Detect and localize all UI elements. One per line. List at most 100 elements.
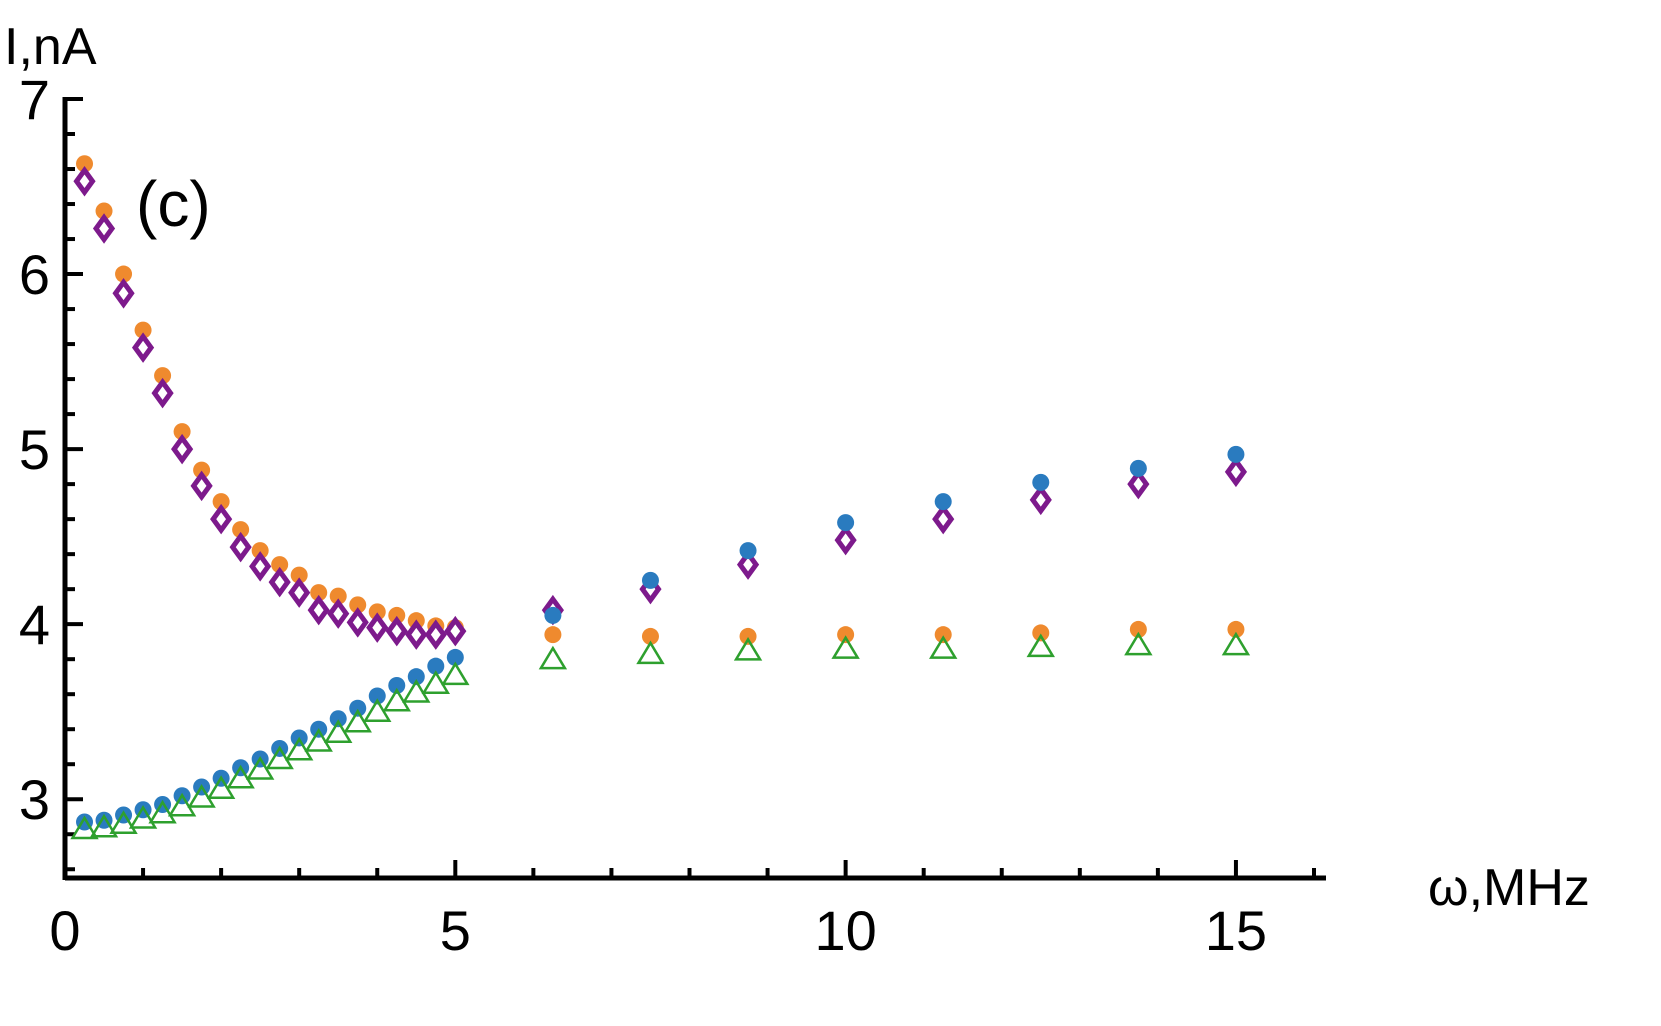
- data-point: [444, 615, 467, 647]
- data-point: [407, 668, 425, 686]
- data-point: [76, 155, 94, 173]
- data-point: [385, 615, 408, 647]
- data-point: [1227, 620, 1245, 638]
- data-point: [304, 728, 333, 752]
- data-point: [288, 577, 311, 608]
- data-point: [837, 514, 855, 532]
- series-1: [73, 166, 1248, 650]
- data-point: [934, 493, 952, 511]
- data-point: [171, 433, 194, 465]
- data-point: [193, 461, 211, 479]
- data-point: [148, 799, 177, 824]
- data-point: [739, 627, 757, 645]
- data-point: [424, 619, 447, 650]
- data-point: [421, 670, 451, 694]
- data-point: [368, 603, 386, 621]
- y-tick-label: 7: [19, 68, 50, 131]
- data-point: [89, 813, 119, 838]
- data-point: [636, 640, 665, 665]
- data-point: [134, 321, 152, 339]
- x-axis-label: ω,MHz: [1428, 859, 1590, 917]
- data-point: [934, 626, 952, 644]
- data-point: [1032, 624, 1050, 642]
- x-tick-label: 5: [440, 899, 471, 962]
- data-point: [190, 470, 213, 502]
- data-point: [388, 676, 406, 694]
- data-point: [641, 571, 659, 589]
- data-point: [1227, 445, 1245, 463]
- y-tick-label: 5: [19, 418, 50, 481]
- data-point: [187, 784, 216, 808]
- data-point: [73, 166, 96, 197]
- data-point: [1221, 631, 1251, 656]
- data-point: [1124, 631, 1153, 656]
- data-point: [388, 606, 406, 624]
- data-point: [834, 524, 857, 556]
- data-point: [232, 521, 250, 539]
- data-point: [1129, 620, 1147, 638]
- data-point: [109, 810, 138, 834]
- data-point: [265, 745, 294, 770]
- data-point: [131, 332, 155, 363]
- data-point: [151, 377, 174, 409]
- data-point: [1026, 633, 1055, 658]
- series-3: [70, 631, 1251, 840]
- y-axis-label: I,nA: [4, 18, 97, 76]
- data-point: [284, 736, 314, 761]
- data-point: [128, 805, 158, 829]
- data-point: [427, 657, 445, 675]
- data-point: [226, 764, 255, 789]
- data-point: [736, 549, 760, 580]
- data-point: [366, 612, 389, 643]
- data-point: [210, 503, 233, 535]
- data-point: [1029, 484, 1052, 516]
- data-point: [831, 635, 860, 659]
- data-point: [932, 503, 955, 535]
- data-point: [70, 815, 99, 840]
- data-point: [271, 556, 289, 574]
- data-point: [1224, 456, 1248, 488]
- data-point: [167, 792, 197, 817]
- data-point: [310, 584, 328, 602]
- data-point: [928, 635, 958, 659]
- data-point: [249, 551, 272, 582]
- data-point: [349, 699, 367, 717]
- data-point: [346, 607, 369, 638]
- data-point: [229, 531, 252, 563]
- data-point: [368, 687, 386, 705]
- data-point: [544, 626, 562, 644]
- data-point: [92, 213, 116, 244]
- data-point: [327, 598, 350, 629]
- panel-label: (c): [136, 168, 211, 240]
- y-tick-label: 6: [19, 243, 50, 306]
- x-tick-label: 10: [814, 899, 876, 962]
- data-point: [544, 606, 562, 624]
- data-point: [154, 367, 172, 385]
- data-point: [95, 202, 113, 220]
- data-point: [290, 566, 308, 584]
- data-point: [349, 596, 367, 614]
- data-point: [307, 594, 330, 626]
- data-point: [173, 423, 191, 441]
- data-point: [212, 493, 230, 511]
- data-point: [441, 661, 470, 686]
- data-point: [837, 626, 855, 644]
- data-point: [739, 542, 757, 560]
- data-point: [329, 587, 347, 605]
- data-point: [112, 278, 135, 309]
- data-point: [641, 627, 659, 645]
- series-0: [76, 155, 1245, 645]
- data-point: [268, 566, 291, 598]
- data-point: [446, 648, 464, 666]
- series-layer: [70, 155, 1251, 840]
- data-point: [382, 687, 411, 712]
- data-point: [733, 636, 763, 661]
- axes: 0 5 10 15 3 4 5 6 7: [19, 68, 1326, 962]
- y-tick-label: 4: [19, 593, 50, 656]
- data-point: [405, 619, 428, 650]
- data-point: [538, 645, 568, 670]
- x-tick-label: 0: [49, 899, 80, 962]
- data-point: [115, 265, 133, 283]
- x-tick-label: 15: [1205, 899, 1267, 962]
